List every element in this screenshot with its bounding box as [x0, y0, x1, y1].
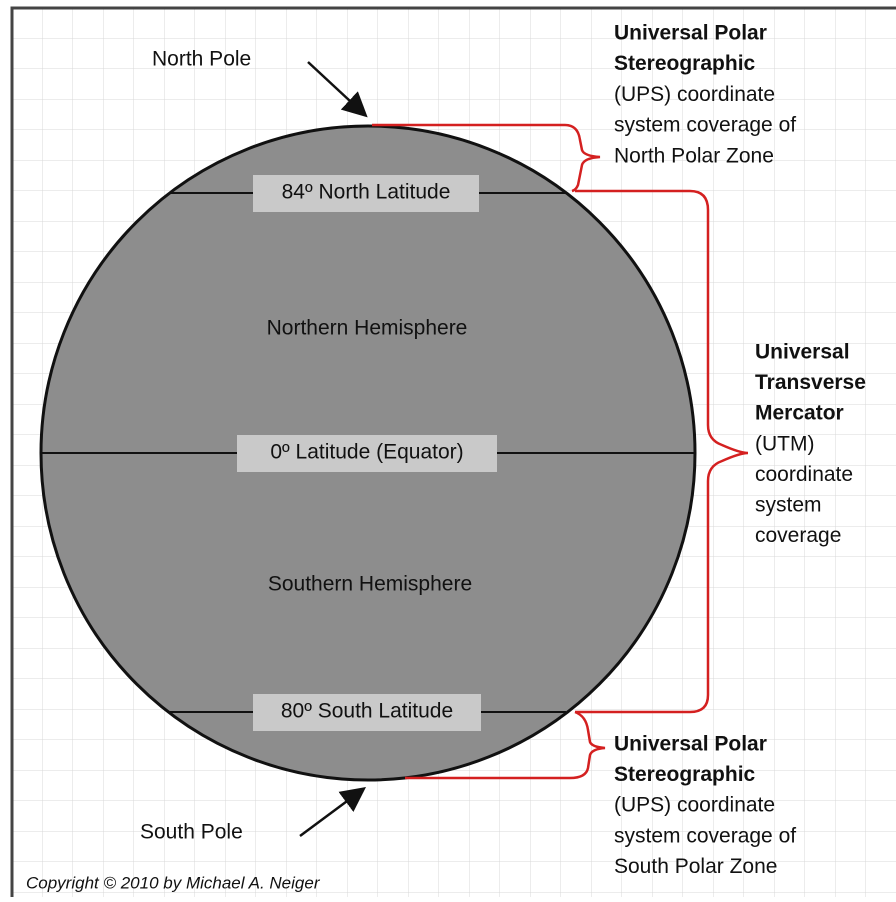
note-title: Universal Polar — [614, 22, 767, 45]
note-title: Mercator — [755, 402, 844, 425]
label: 80º South Latitude — [281, 700, 453, 723]
note-text: (UPS) coordinate — [614, 83, 775, 106]
note-text: system coverage of — [614, 824, 796, 847]
note-title: Universal Polar — [614, 733, 767, 756]
label: Northern Hemisphere — [267, 317, 468, 340]
note-text: coverage — [755, 524, 841, 547]
copyright: Copyright © 2010 by Michael A. Neiger — [26, 873, 321, 892]
note-title: Transverse — [755, 371, 866, 394]
note-text: (UTM) — [755, 432, 814, 455]
frame — [10, 6, 896, 897]
arrow — [299, 787, 367, 838]
note-text: North Polar Zone — [614, 144, 774, 167]
label-box — [253, 175, 479, 212]
brackets — [372, 123, 749, 780]
label: South Pole — [140, 821, 243, 844]
label: Southern Hemisphere — [268, 573, 472, 596]
note-text: coordinate — [755, 463, 853, 486]
note-title: Stereographic — [614, 52, 756, 75]
note-text: South Polar Zone — [614, 855, 777, 878]
note-text: system coverage of — [614, 114, 796, 137]
note-title: Universal — [755, 341, 850, 364]
note-title: Stereographic — [614, 763, 756, 786]
label: 84º North Latitude — [282, 181, 451, 204]
label: 0º Latitude (Equator) — [270, 441, 463, 464]
note-text: system — [755, 494, 822, 517]
label: North Pole — [152, 48, 251, 71]
arrow — [307, 61, 368, 118]
note-text: (UPS) coordinate — [614, 794, 775, 817]
label-box — [253, 694, 481, 731]
label-box — [237, 435, 497, 472]
notes: Universal Polar Stereographic (UPS) coordi… — [614, 22, 866, 878]
